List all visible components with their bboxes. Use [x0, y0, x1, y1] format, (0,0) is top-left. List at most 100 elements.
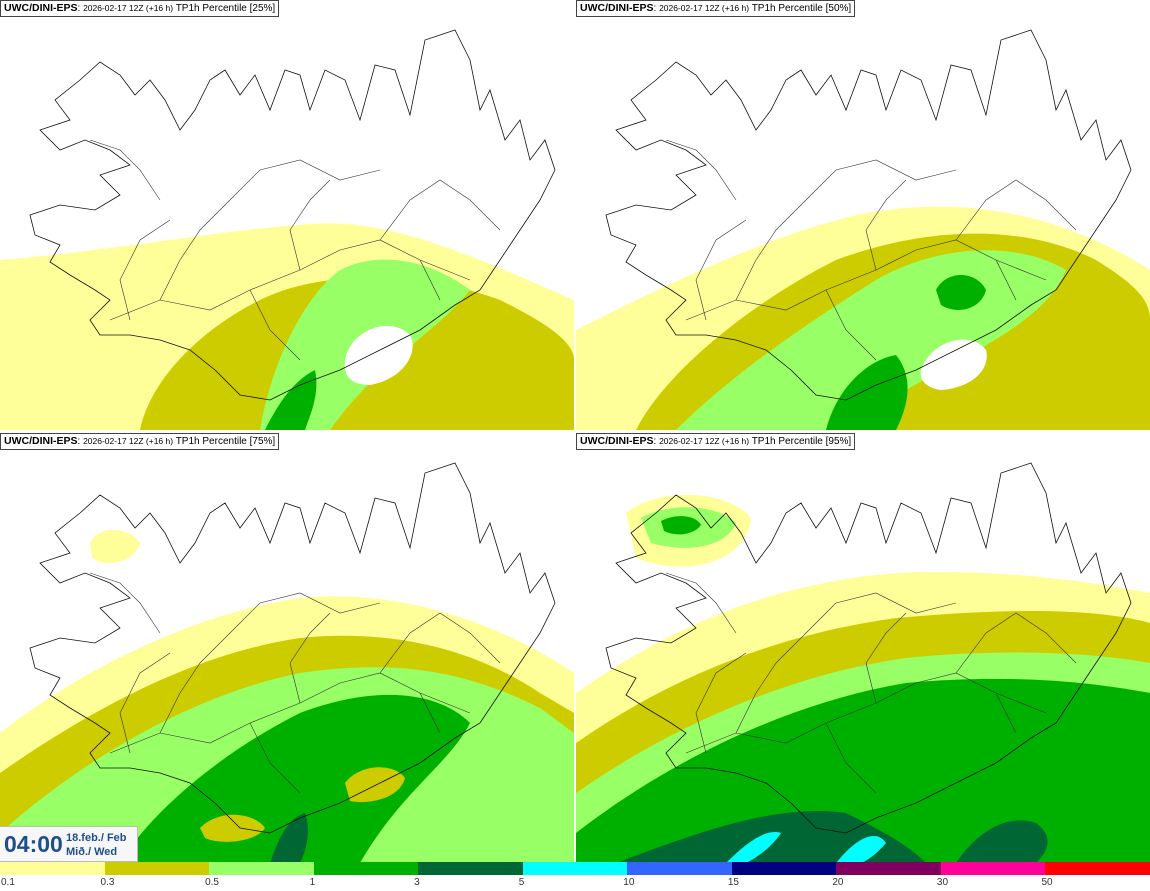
precip-map — [0, 462, 574, 863]
color-legend: 0.1 0.3 0.5 1 3 5 10 15 20 30 50 — [0, 862, 1150, 891]
legend-swatch — [1045, 862, 1150, 875]
legend-swatch — [731, 862, 837, 875]
run-info: 2026-02-17 12Z (+16 h) — [83, 3, 174, 13]
map-panel-25: UWC/DINI-EPS: 2026-02-17 12Z (+16 h) TP1… — [0, 0, 574, 430]
precip-area — [120, 694, 470, 863]
legend-swatch — [836, 862, 941, 875]
field-name: TP1h Percentile [50%] — [751, 3, 852, 14]
precip-map — [576, 29, 1150, 430]
road-line — [379, 179, 501, 241]
run-info: 2026-02-17 12Z (+16 h) — [659, 3, 750, 13]
legend-tick-label: 15 — [727, 877, 739, 888]
road-line — [249, 289, 301, 361]
coastline — [29, 29, 556, 401]
road-line — [119, 652, 171, 754]
precip-map — [576, 462, 1150, 863]
panel-title: UWC/DINI-EPS: 2026-02-17 12Z (+16 h) TP1… — [0, 433, 280, 450]
road-line — [695, 219, 747, 321]
panel-title: UWC/DINI-EPS: 2026-02-17 12Z (+16 h) TP1… — [0, 0, 280, 17]
road-line — [865, 612, 907, 704]
valid-date-line2: Mið./ Wed — [66, 846, 118, 858]
precip-area — [344, 325, 413, 385]
precip-area — [270, 813, 308, 863]
road-line — [289, 612, 331, 704]
road-line — [89, 139, 161, 201]
map-panel-75: UWC/DINI-EPS: 2026-02-17 12Z (+16 h) TP1… — [0, 433, 574, 863]
legend-tick-label: 10 — [623, 877, 635, 888]
legend-swatch — [104, 862, 210, 875]
coastline — [605, 29, 1132, 401]
precip-area — [936, 275, 986, 310]
valid-date: 18.feb./ Feb Mið./ Wed — [66, 831, 127, 859]
model-name: UWC/DINI-EPS — [4, 2, 78, 14]
road-line — [159, 159, 381, 301]
road-line — [419, 692, 441, 734]
model-name: UWC/DINI-EPS — [580, 2, 654, 14]
road-line — [735, 592, 957, 734]
legend-tick-label: 0.5 — [205, 877, 219, 888]
legend-tick-label: 0.3 — [100, 877, 115, 888]
road-line — [865, 179, 907, 271]
road-line — [89, 572, 161, 634]
map-panel-50: UWC/DINI-EPS: 2026-02-17 12Z (+16 h) TP1… — [576, 0, 1150, 430]
legend-tick-label: 5 — [518, 877, 525, 888]
road-line — [995, 692, 1017, 734]
precip-area — [661, 516, 701, 535]
panel-title: UWC/DINI-EPS: 2026-02-17 12Z (+16 h) TP1… — [576, 433, 856, 450]
run-info: 2026-02-17 12Z (+16 h) — [659, 436, 750, 446]
coastline — [29, 462, 556, 834]
legend-swatch — [627, 862, 732, 875]
precip-area — [826, 355, 908, 430]
road-line — [955, 179, 1077, 241]
precip-area — [200, 814, 265, 842]
road-line — [825, 722, 877, 794]
run-info: 2026-02-17 12Z (+16 h) — [83, 436, 174, 446]
precip-area — [265, 370, 317, 430]
panel-title: UWC/DINI-EPS: 2026-02-17 12Z (+16 h) TP1… — [576, 0, 856, 17]
precip-area — [576, 678, 1150, 863]
road-line — [419, 259, 441, 301]
legend-tick-label: 1 — [309, 877, 316, 888]
road-line — [665, 572, 737, 634]
legend-swatch — [313, 862, 419, 875]
road-line — [119, 219, 171, 321]
precip-area — [726, 832, 781, 863]
legend-swatch — [209, 862, 314, 875]
panel-divider — [0, 430, 1150, 433]
legend-swatch — [418, 862, 523, 875]
valid-time-box: 04:00 18.feb./ Feb Mið./ Wed — [0, 826, 138, 862]
precip-area — [920, 339, 987, 390]
road-line — [665, 139, 737, 201]
field-name: TP1h Percentile [25%] — [175, 3, 276, 14]
valid-time: 04:00 — [4, 831, 63, 857]
map-panel-95: UWC/DINI-EPS: 2026-02-17 12Z (+16 h) TP1… — [576, 433, 1150, 863]
road-line — [249, 722, 301, 794]
legend-tick-label: 3 — [414, 877, 420, 888]
precip-area — [90, 529, 140, 563]
road-line — [995, 259, 1017, 301]
model-name: UWC/DINI-EPS — [580, 435, 654, 447]
field-name: TP1h Percentile [75%] — [175, 436, 276, 447]
road-line — [695, 652, 747, 754]
valid-date-line1: 18.feb./ Feb — [66, 832, 127, 844]
legend-color-bar — [0, 862, 1150, 875]
legend-tick-label: 50 — [1041, 877, 1053, 888]
road-line — [289, 179, 331, 271]
road-line — [159, 592, 381, 734]
coastline — [605, 462, 1132, 834]
legend-tick-label: 20 — [832, 877, 844, 888]
precip-area — [956, 820, 1048, 863]
legend-swatch — [0, 862, 105, 875]
road-line — [735, 159, 957, 301]
precip-area — [836, 835, 886, 863]
model-name: UWC/DINI-EPS — [4, 435, 78, 447]
legend-swatch — [522, 862, 628, 875]
road-line — [825, 289, 877, 361]
precip-map — [0, 29, 574, 430]
legend-tick-label: 30 — [936, 877, 949, 888]
road-line — [955, 612, 1077, 674]
road-line — [379, 612, 501, 674]
field-name: TP1h Percentile [95%] — [751, 436, 852, 447]
legend-swatch — [940, 862, 1046, 875]
legend-tick-label: 0.1 — [1, 877, 15, 888]
